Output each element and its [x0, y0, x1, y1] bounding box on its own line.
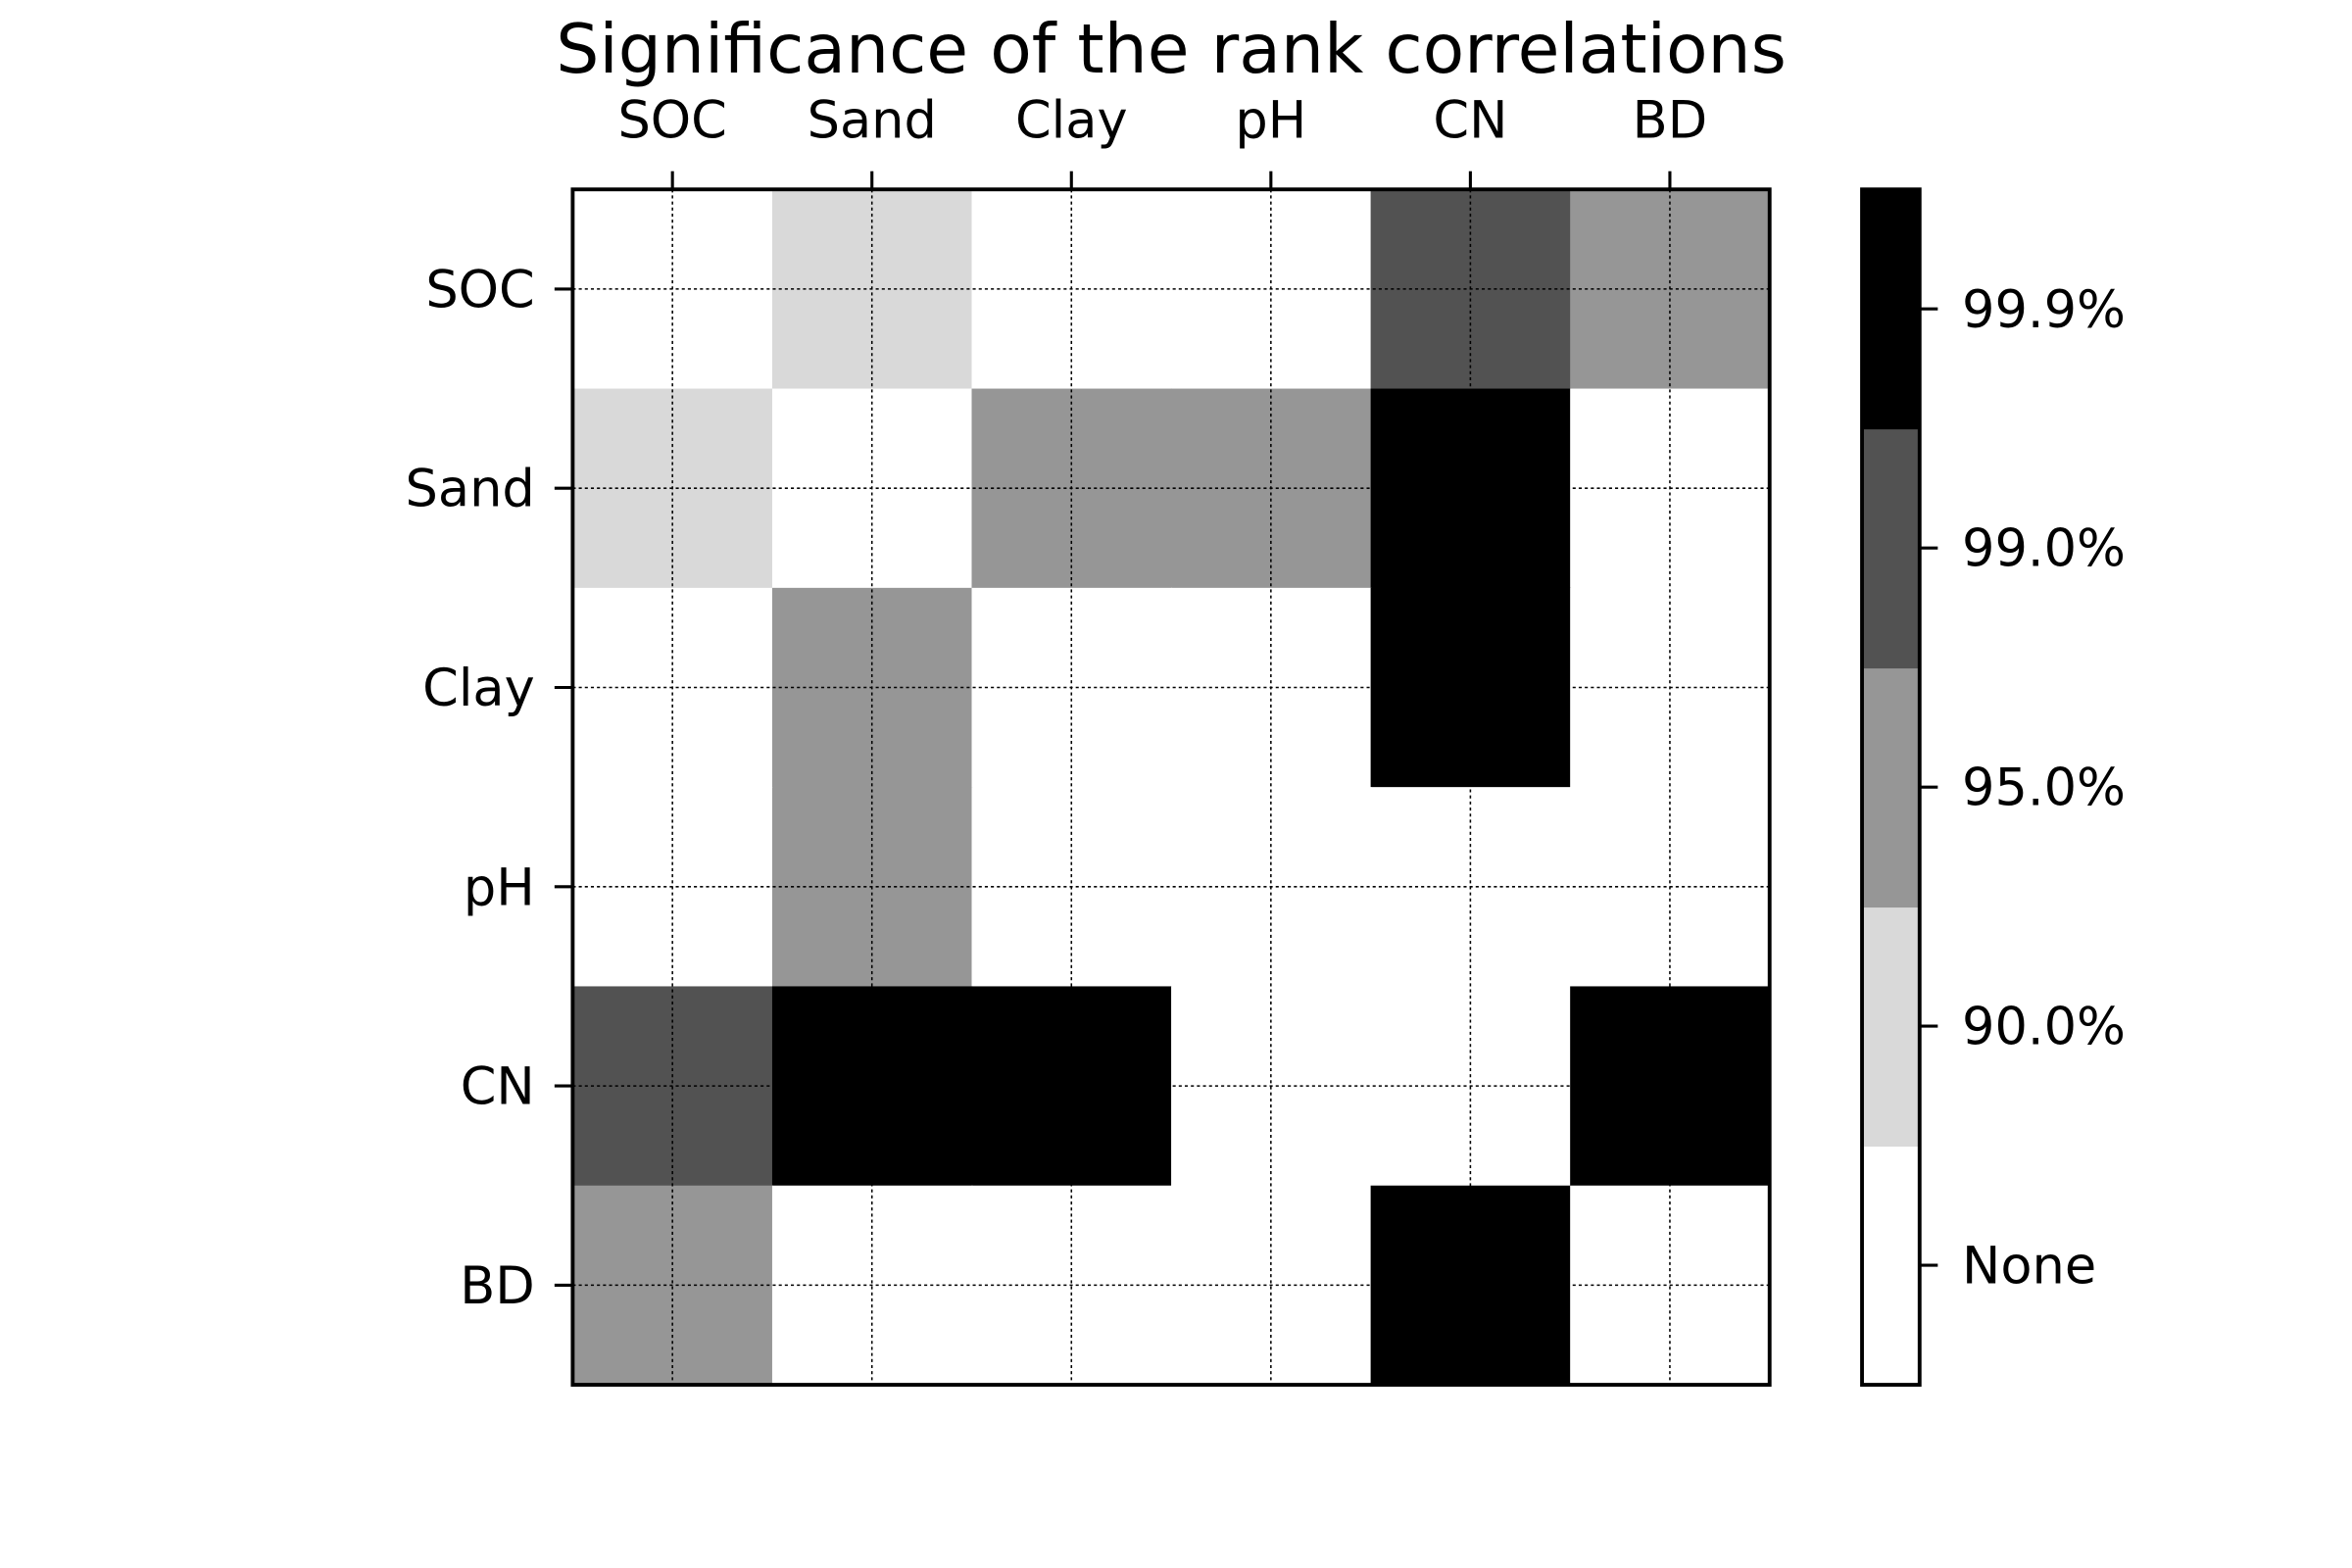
x-tick-label: CN — [1433, 91, 1507, 151]
colorbar-tick-label: 90.0% — [1962, 998, 2126, 1057]
colorbar-tick-label: None — [1962, 1237, 2096, 1297]
colorbar-segment — [1862, 906, 1920, 1148]
colorbar-segment — [1862, 667, 1920, 908]
chart-title: Significance of the rank correlations — [556, 10, 1787, 89]
x-tick-label: pH — [1235, 91, 1306, 151]
colorbar-segment — [1862, 428, 1920, 669]
x-tick-label: BD — [1633, 91, 1708, 151]
colorbar-segment — [1862, 1146, 1920, 1386]
y-tick-label: pH — [464, 858, 535, 917]
x-tick-label: Sand — [808, 91, 937, 151]
y-axis-ticks: SOC Sand Clay pH CN BD — [406, 260, 573, 1316]
x-tick-label: Clay — [1015, 91, 1128, 151]
colorbar: None 90.0% 95.0% 99.0% 99.9% — [1860, 187, 2126, 1387]
plot-frame — [570, 187, 1772, 1387]
heatmap-cell-bd-soc — [572, 1185, 773, 1386]
y-tick-label: BD — [460, 1256, 535, 1316]
colorbar-tick-label: 95.0% — [1962, 759, 2126, 818]
heatmap-cell-soc-soc — [572, 189, 773, 390]
x-axis-ticks: SOC Sand Clay pH CN BD — [617, 91, 1707, 190]
colorbar-tick-label: 99.0% — [1962, 519, 2126, 579]
colorbar-tick-label: 99.9% — [1962, 280, 2126, 340]
grid-lines — [572, 189, 1770, 1386]
heatmap-cells — [572, 189, 1771, 1386]
colorbar-frame — [1860, 187, 1922, 1387]
colorbar-segment — [1862, 189, 1920, 430]
x-tick-label: SOC — [617, 91, 726, 151]
y-tick-label: CN — [461, 1057, 535, 1117]
y-tick-label: Clay — [422, 659, 535, 718]
y-tick-label: SOC — [425, 260, 534, 319]
y-tick-label: Sand — [406, 460, 535, 519]
